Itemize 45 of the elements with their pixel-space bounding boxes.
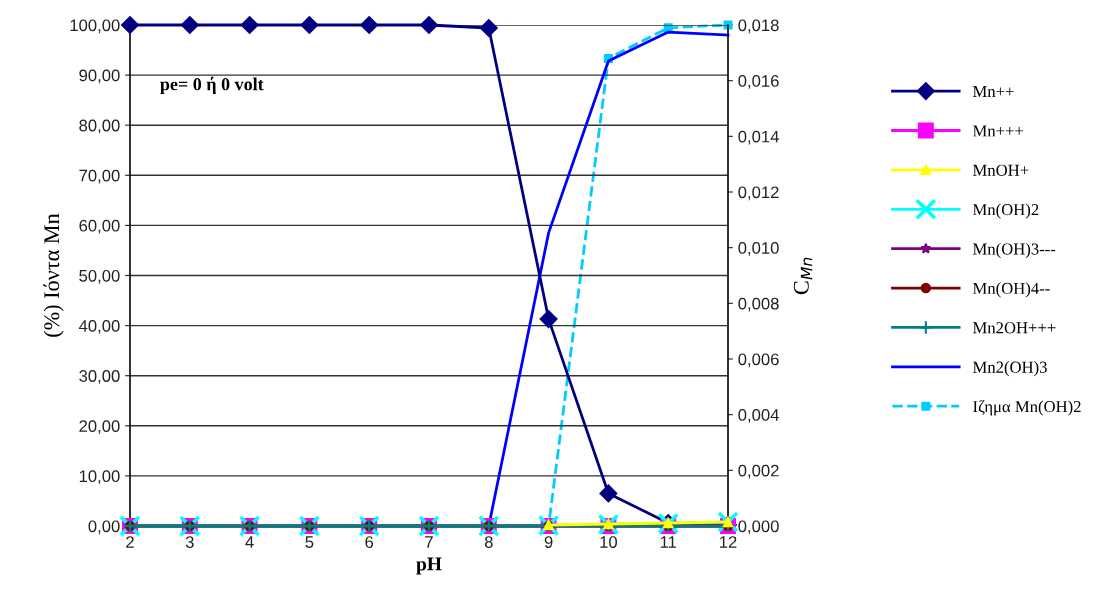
y2-tick-label: 0,010 <box>738 242 779 256</box>
y2-tick-label: 0,018 <box>738 19 779 34</box>
y2-tick-label: 0,008 <box>738 297 779 312</box>
y2-axis-title: C$_{Mn}$ <box>793 257 813 295</box>
y2-tick-label: 0,016 <box>738 75 779 89</box>
y-tick-label: 90,00 <box>79 69 120 84</box>
y-tick-label: 0,00 <box>88 520 120 535</box>
y-tick-label: 80,00 <box>79 119 120 134</box>
x-tick-label: 5 <box>305 536 314 548</box>
y2-tick-label: 0,002 <box>738 464 779 479</box>
y-tick-label: 20,00 <box>79 420 120 434</box>
legend-label: Mn(OH)3--- <box>972 242 1056 259</box>
x-axis-title: pH <box>416 557 442 575</box>
legend-label: Mn2(OH)3 <box>972 361 1047 377</box>
legend-label: Mn2OH+++ <box>972 322 1056 334</box>
y-tick-label: 50,00 <box>79 269 120 284</box>
y2-tick-label: 0,012 <box>738 186 779 201</box>
legend-label: Mn(OH)4-- <box>972 282 1050 298</box>
y-tick-label: 40,00 <box>78 320 120 334</box>
legend-label: Mn++ <box>972 86 1014 97</box>
legend-label: Mn(OH)2 <box>972 203 1039 219</box>
y2-tick-label: 0,014 <box>738 130 779 145</box>
y-tick-label: 10,00 <box>79 470 120 485</box>
x-tick-label: 6 <box>365 536 374 548</box>
x-tick-label: 4 <box>245 536 254 548</box>
y-tick-label: 70,00 <box>79 169 120 184</box>
y-tick-label: 100,00 <box>70 19 120 34</box>
y-axis-title: (%) Ιόντα Mn <box>43 213 64 337</box>
x-tick-label: 2 <box>126 536 134 548</box>
y2-tick-label: 0,000 <box>738 520 779 535</box>
x-tick-label: 12 <box>720 536 737 548</box>
x-tick-label: 8 <box>484 536 493 548</box>
legend-label: Mn+++ <box>972 125 1024 137</box>
x-tick-label: 9 <box>544 536 553 548</box>
y2-tick-label: 0,006 <box>738 353 779 368</box>
legend-label: Ιζημα Mn(OH)2 <box>973 400 1081 416</box>
x-tick-label: 11 <box>660 536 677 548</box>
annotation: pe= 0 ή 0 volt <box>160 76 264 94</box>
legend-label: MnOH+ <box>972 164 1029 176</box>
y-tick-label: 60,00 <box>79 219 120 234</box>
x-tick-label: 3 <box>185 536 194 548</box>
x-tick-label: 7 <box>425 536 433 548</box>
x-tick-label: 10 <box>600 536 618 548</box>
y2-tick-label: 0,004 <box>738 409 779 423</box>
y-tick-label: 30,00 <box>79 370 120 384</box>
